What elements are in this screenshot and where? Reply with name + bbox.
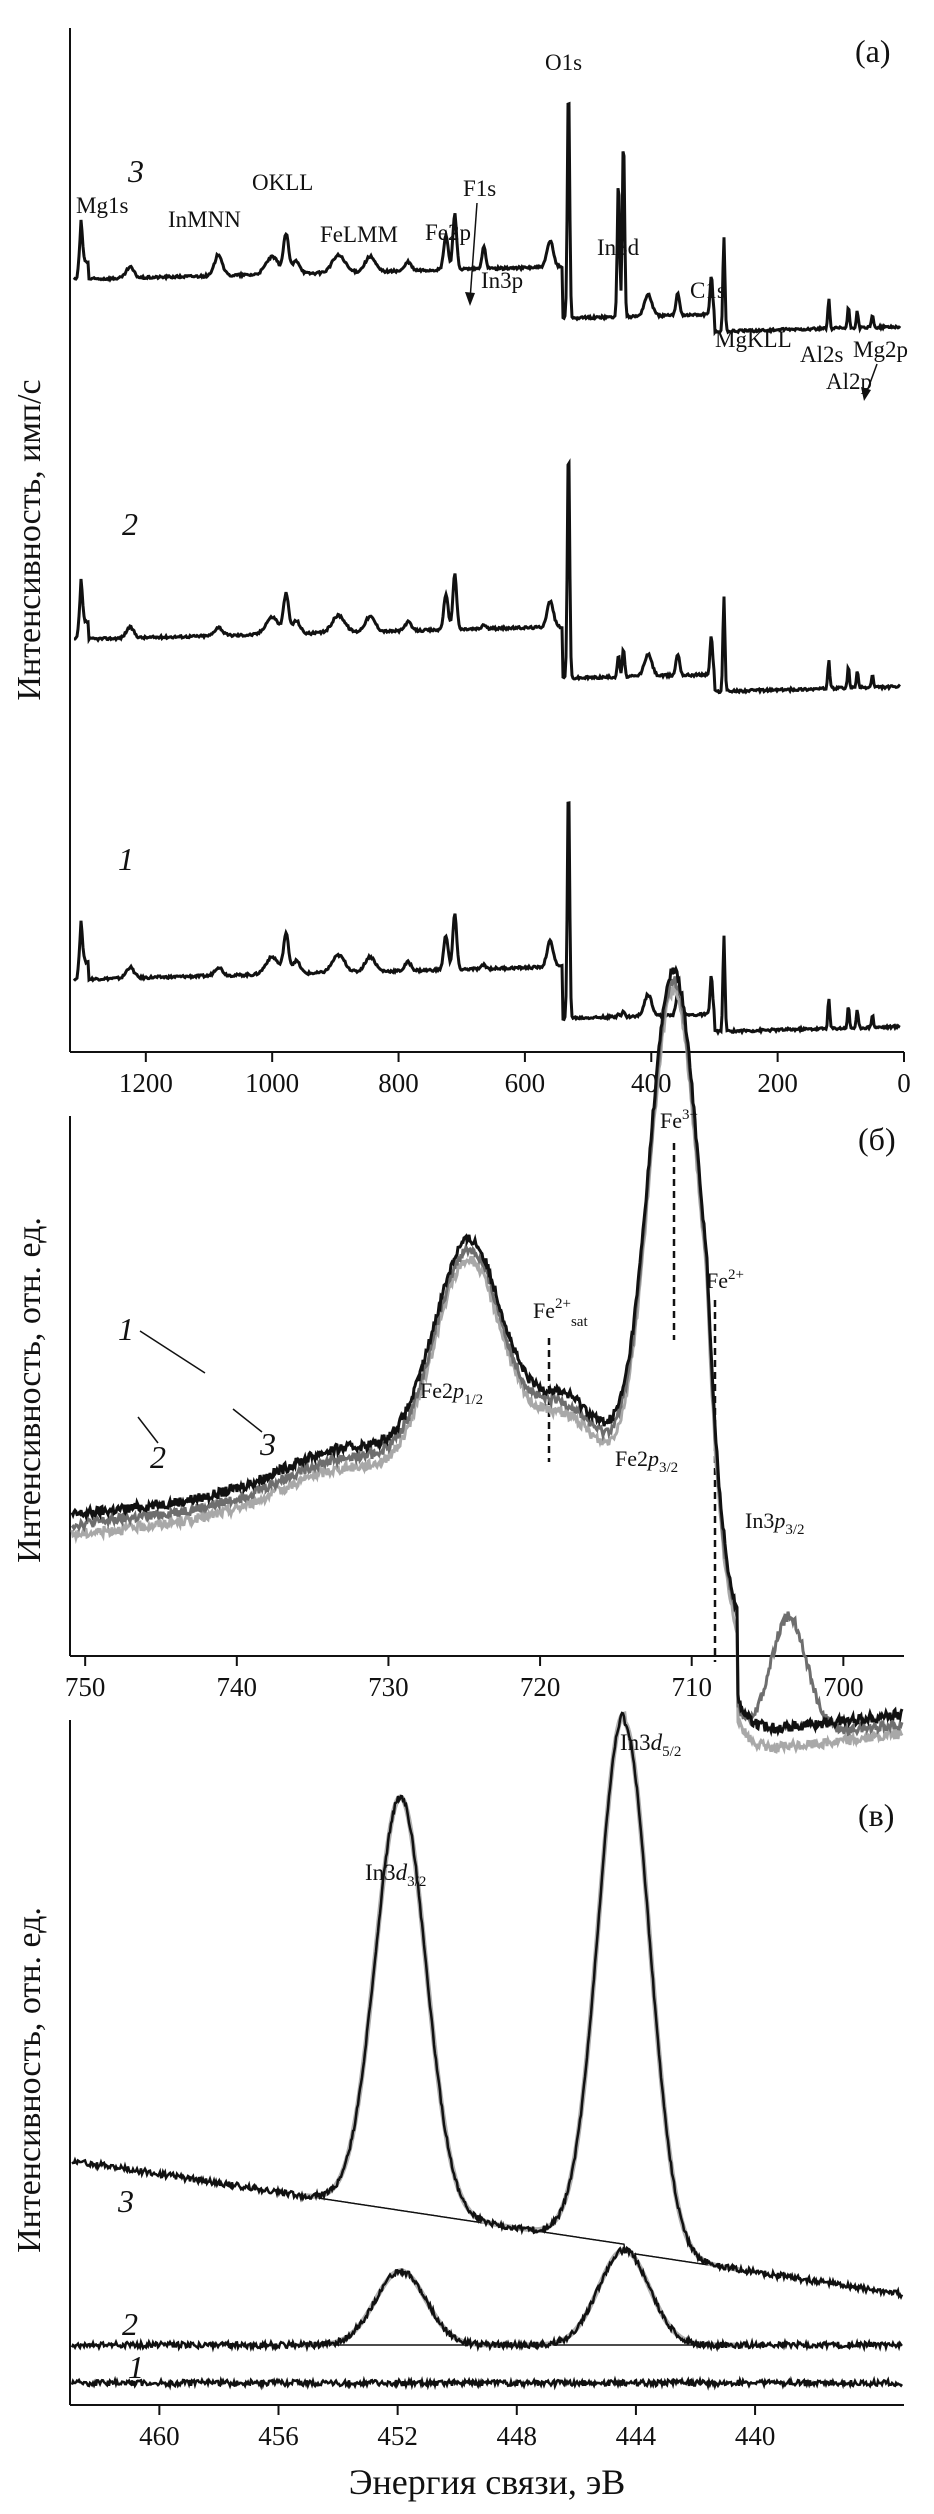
panel-a-curve-label-1: 1 xyxy=(118,841,134,877)
panel-a-tick-label-0: 0 xyxy=(897,1068,911,1098)
panel-c-label: (в) xyxy=(858,1797,894,1833)
label-fe2: Fe2+ xyxy=(706,1267,744,1293)
panel-b-leader-1 xyxy=(139,1330,206,1374)
panel-c-curve-3 xyxy=(71,1711,904,2300)
panel-a-ylabel: Интенсивность, имп/с xyxy=(11,379,48,700)
panel-a-curve-3 xyxy=(72,101,902,337)
panel-b-curve-2 xyxy=(70,981,904,1755)
peak-label-mg2p: Mg2p xyxy=(853,337,908,362)
peak-label-felmm: FeLMM xyxy=(320,222,398,247)
panel-c-tick-label-444: 444 xyxy=(616,2421,657,2451)
panel-a-tick-label-1200: 1200 xyxy=(119,1068,173,1098)
x-axis-label: Энергия связи, эВ xyxy=(349,2462,626,2502)
label-in3p32: In3p3/2 xyxy=(745,1508,805,1538)
panel-c-tick-label-456: 456 xyxy=(258,2421,299,2451)
panel-b-leader-2 xyxy=(137,1416,159,1444)
panel-a-tick-label-200: 200 xyxy=(757,1068,798,1098)
label-fe2p32: Fe2p3/2 xyxy=(615,1446,678,1476)
panel-a-label: (а) xyxy=(855,33,891,69)
panel-b-tick-label-730: 730 xyxy=(368,1672,409,1702)
label-in3d52: In3d5/2 xyxy=(620,1730,681,1760)
peak-label-al2p: Al2p xyxy=(826,369,872,394)
panel-b-curve-label-3: 3 xyxy=(259,1426,276,1462)
panel-a-tick-label-1000: 1000 xyxy=(245,1068,299,1098)
panel-c: 460 456 452 448 444 440 (в) Интенсивность, от… xyxy=(11,1710,904,2451)
peak-arrow-mg2p xyxy=(865,363,878,395)
panel-b-label: (б) xyxy=(858,1121,896,1157)
peak-label-f1s: F1s xyxy=(463,176,496,201)
panel-a-curve-2 xyxy=(73,458,902,695)
label-fe2sat: Fe2+sat xyxy=(533,1296,588,1330)
panel-a-ticks: 1200 1000 800 600 400 200 0 xyxy=(119,1052,911,1098)
peak-label-in3p: In3p xyxy=(481,268,523,293)
panel-c-curve-label-3: 3 xyxy=(117,2183,134,2219)
panel-b-tick-label-740: 740 xyxy=(217,1672,258,1702)
panel-a-tick-label-400: 400 xyxy=(631,1068,672,1098)
peak-arrow-f1s xyxy=(469,202,478,301)
panel-b-curve-label-1: 1 xyxy=(118,1311,134,1347)
panel-b-tick-label-750: 750 xyxy=(65,1672,106,1702)
panel-b-ylabel: Интенсивность, отн. ед. xyxy=(11,1217,48,1563)
panel-c-curve-3-background xyxy=(300,2194,740,2271)
panel-c-curve-1 xyxy=(70,2375,904,2391)
panel-b-ticks: 750 740 730 720 710 700 xyxy=(65,1656,864,1702)
label-fe2p12: Fe2p1/2 xyxy=(420,1378,483,1408)
panel-c-ylabel: Интенсивность, отн. ед. xyxy=(11,1907,48,2253)
label-fe3: Fe3+ xyxy=(660,1107,698,1133)
panel-b-tick-label-700: 700 xyxy=(823,1672,864,1702)
panel-c-tick-label-452: 452 xyxy=(377,2421,418,2451)
panel-b-tick-label-720: 720 xyxy=(520,1672,561,1702)
panel-b-curve-label-2: 2 xyxy=(150,1439,166,1475)
panel-c-curve-label-2: 2 xyxy=(122,2306,138,2342)
panel-a-curve-1 xyxy=(72,801,901,1037)
peak-label-mg1s: Mg1s xyxy=(76,193,128,218)
panel-b-leader-3 xyxy=(232,1408,263,1433)
peak-label-fe2p: Fe2p xyxy=(425,220,471,245)
peak-label-o1s: O1s xyxy=(545,50,582,75)
panel-c-curve-label-1: 1 xyxy=(128,2349,144,2385)
panel-a-tick-label-800: 800 xyxy=(378,1068,419,1098)
panel-c-tick-label-440: 440 xyxy=(735,2421,776,2451)
panel-a-tick-label-600: 600 xyxy=(505,1068,546,1098)
panel-a-curve-label-2: 2 xyxy=(122,506,138,542)
peak-label-in3d: In3d xyxy=(597,235,640,260)
panel-a-curve-label-3: 3 xyxy=(127,153,144,189)
peak-label-inmnn: InMNN xyxy=(168,207,241,232)
panel-b: 750 740 730 720 710 700 (б) Интенсивность, от… xyxy=(11,964,904,1755)
panel-b-tick-label-710: 710 xyxy=(671,1672,712,1702)
peak-label-mgkll: MgKLL xyxy=(715,327,792,352)
panel-b-curve-3 xyxy=(70,976,904,1737)
peak-arrowhead-f1s xyxy=(465,292,475,306)
peak-label-al2s: Al2s xyxy=(800,342,844,367)
panel-a: 1200 1000 800 600 400 200 0 (а) Интенсивность,… xyxy=(11,28,911,1098)
peak-arrowhead-mg2p xyxy=(861,387,871,401)
panel-b-curve-1 xyxy=(70,964,904,1737)
peak-label-c1s: C1s xyxy=(690,278,726,303)
label-in3d32: In3d3/2 xyxy=(365,1860,426,1890)
panel-c-tick-label-448: 448 xyxy=(497,2421,538,2451)
panel-c-tick-label-460: 460 xyxy=(139,2421,180,2451)
peak-label-okll: OKLL xyxy=(252,170,313,195)
panel-c-curve-2 xyxy=(70,2245,903,2353)
panel-c-ticks: 460 456 452 448 444 440 xyxy=(139,2405,775,2451)
